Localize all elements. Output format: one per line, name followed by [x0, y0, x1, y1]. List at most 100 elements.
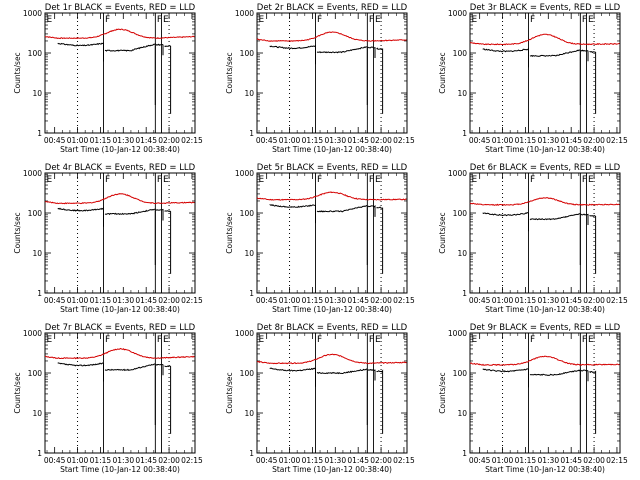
flag-label: E	[259, 15, 265, 25]
y-axis-label: Counts/sec	[13, 212, 22, 253]
x-tick-label: 02:00	[583, 296, 605, 305]
y-tick-label: 100	[240, 209, 255, 218]
x-axis-label: Start Time (10-Jan-12 00:38:40)	[485, 145, 605, 154]
plot-frame	[469, 172, 621, 294]
flag-label: E	[375, 335, 381, 345]
y-tick-label: 10	[32, 249, 42, 258]
y-tick-label: 1	[462, 289, 467, 298]
flag-label: F	[105, 175, 110, 185]
x-tick-label: 02:00	[158, 296, 180, 305]
panel-det-9r: Det 9r BLACK = Events, RED = LLD 1 10 100 10…	[438, 323, 628, 474]
y-axis-label: Counts/sec	[225, 52, 234, 93]
x-tick-label: 01:30	[324, 296, 346, 305]
x-tick-label: 00:45	[256, 136, 278, 145]
y-tick-label: 10	[244, 89, 254, 98]
x-tick-label: 01:15	[515, 136, 537, 145]
x-tick-label: 01:15	[90, 296, 112, 305]
panel-det-5r: Det 5r BLACK = Events, RED = LLD 1 10 100 10…	[225, 163, 415, 314]
series-events-line	[57, 42, 172, 114]
flag-label: E	[588, 15, 594, 25]
x-axis-label: Start Time (10-Jan-12 00:38:40)	[272, 465, 392, 474]
series-events-line	[57, 206, 172, 274]
flag-label: F	[582, 15, 587, 25]
flag-label: F	[582, 175, 587, 185]
series-events-line	[269, 204, 384, 274]
x-tick-label: 01:45	[135, 136, 157, 145]
flag-label: F	[369, 175, 374, 185]
x-tick-label: 02:00	[370, 296, 392, 305]
flag-label: F	[530, 335, 535, 345]
x-tick-label: 01:45	[560, 296, 582, 305]
y-axis-label: Counts/sec	[225, 372, 234, 413]
x-tick-label: 00:45	[256, 296, 278, 305]
y-tick-label: 1000	[23, 329, 42, 338]
series-lld-line	[44, 28, 195, 40]
panel-title: Det 6r BLACK = Events, RED = LLD	[470, 163, 621, 173]
y-tick-label: 1000	[235, 9, 254, 18]
plot-frame	[256, 12, 408, 134]
x-axis-label: Start Time (10-Jan-12 00:38:40)	[60, 465, 180, 474]
x-tick-label: 01:00	[279, 456, 301, 465]
panel-det-6r: Det 6r BLACK = Events, RED = LLD 1 10 100 10…	[438, 163, 628, 314]
x-axis-label: Start Time (10-Jan-12 00:38:40)	[485, 305, 605, 314]
series-lld-line	[256, 31, 407, 42]
plot-frame	[44, 332, 196, 454]
x-tick-label: 01:00	[492, 456, 514, 465]
panel-title: Det 3r BLACK = Events, RED = LLD	[470, 3, 621, 13]
flag-label: F	[157, 335, 162, 345]
x-tick-label: 01:00	[67, 296, 89, 305]
x-tick-label: 01:00	[492, 136, 514, 145]
x-tick-label: 02:00	[370, 456, 392, 465]
x-tick-label: 02:15	[393, 456, 415, 465]
x-tick-label: 02:00	[158, 456, 180, 465]
x-tick-label: 01:30	[112, 296, 134, 305]
x-tick-label: 02:00	[583, 136, 605, 145]
x-tick-label: 01:15	[302, 456, 324, 465]
x-tick-label: 02:00	[158, 136, 180, 145]
y-tick-label: 10	[244, 249, 254, 258]
x-axis-label: Start Time (10-Jan-12 00:38:40)	[272, 145, 392, 154]
series-events-line	[57, 362, 172, 434]
panel-title: Det 7r BLACK = Events, RED = LLD	[45, 323, 196, 333]
x-axis-label: Start Time (10-Jan-12 00:38:40)	[60, 305, 180, 314]
panel-det-8r: Det 8r BLACK = Events, RED = LLD 1 10 100 10…	[225, 323, 415, 474]
x-tick-label: 01:00	[279, 136, 301, 145]
flag-label: E	[375, 175, 381, 185]
series-events-line	[269, 44, 384, 114]
x-tick-label: 01:15	[302, 136, 324, 145]
x-tick-label: 01:45	[560, 136, 582, 145]
x-tick-label: 01:30	[537, 456, 559, 465]
x-axis-label: Start Time (10-Jan-12 00:38:40)	[272, 305, 392, 314]
panel-det-7r: Det 7r BLACK = Events, RED = LLD 1 10 100 10…	[13, 323, 203, 474]
y-tick-label: 10	[457, 409, 467, 418]
y-tick-label: 1	[462, 129, 467, 138]
flag-label: E	[47, 15, 53, 25]
y-tick-label: 1000	[448, 169, 467, 178]
panel-det-2r: Det 2r BLACK = Events, RED = LLD 1 10 100 10…	[225, 3, 415, 154]
x-tick-label: 02:00	[583, 456, 605, 465]
x-tick-label: 01:45	[135, 456, 157, 465]
flag-label: E	[163, 15, 169, 25]
panel-det-1r: Det 1r BLACK = Events, RED = LLD 1 10 100 10…	[13, 3, 203, 154]
x-tick-label: 01:45	[347, 296, 369, 305]
x-tick-label: 01:30	[112, 456, 134, 465]
series-events-line	[269, 367, 384, 434]
x-tick-label: 02:15	[606, 456, 628, 465]
y-tick-label: 1	[249, 449, 254, 458]
y-tick-label: 100	[28, 209, 43, 218]
panel-title: Det 1r BLACK = Events, RED = LLD	[45, 3, 196, 13]
x-tick-label: 01:45	[347, 456, 369, 465]
x-tick-label: 01:30	[112, 136, 134, 145]
plot-frame	[256, 172, 408, 294]
y-axis-label: Counts/sec	[13, 52, 22, 93]
x-tick-label: 01:45	[560, 456, 582, 465]
flag-label: F	[530, 175, 535, 185]
flag-label: E	[47, 335, 53, 345]
y-tick-label: 1	[37, 289, 42, 298]
x-tick-label: 02:00	[370, 136, 392, 145]
y-axis-label: Counts/sec	[13, 372, 22, 413]
x-tick-label: 02:15	[606, 136, 628, 145]
y-tick-label: 1000	[448, 9, 467, 18]
flag-label: F	[317, 175, 322, 185]
